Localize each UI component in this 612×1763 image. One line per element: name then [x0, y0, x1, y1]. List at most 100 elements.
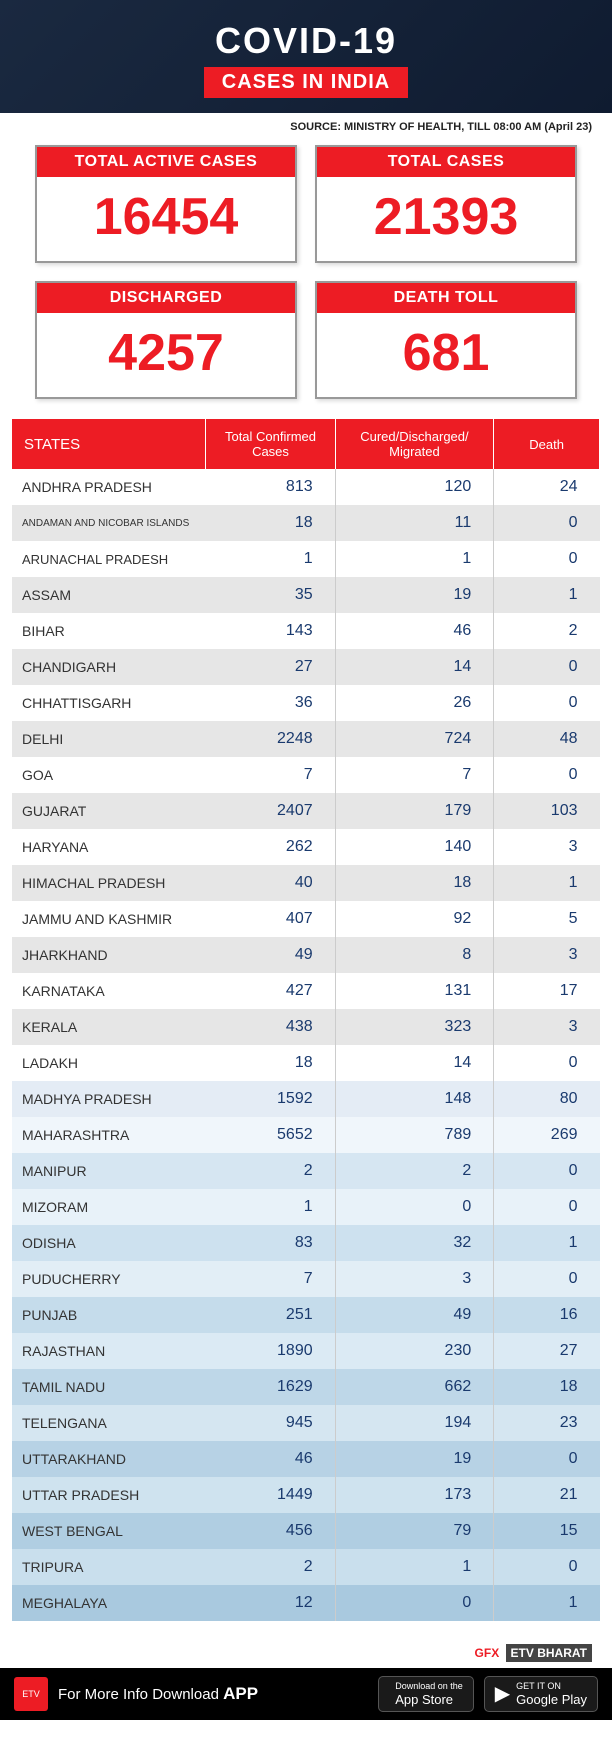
table-row: KERALA4383233: [12, 1009, 600, 1045]
cell-cured: 140: [335, 829, 494, 865]
table-row: CHHATTISGARH36260: [12, 685, 600, 721]
cell-death: 0: [494, 541, 600, 577]
cell-cured: 2: [335, 1153, 494, 1189]
cell-confirmed: 40: [206, 865, 335, 901]
subtitle-badge: CASES IN INDIA: [204, 67, 408, 98]
cell-cured: 18: [335, 865, 494, 901]
stat-active-cases: TOTAL ACTIVE CASES 16454: [35, 145, 297, 263]
cell-cured: 14: [335, 649, 494, 685]
cell-cured: 14: [335, 1045, 494, 1081]
cell-confirmed: 2407: [206, 793, 335, 829]
cell-confirmed: 438: [206, 1009, 335, 1045]
table-row: JAMMU AND KASHMIR407925: [12, 901, 600, 937]
cell-confirmed: 2248: [206, 721, 335, 757]
cell-death: 0: [494, 1189, 600, 1225]
footer-credit: GFX ETV BHARAT: [0, 1621, 612, 1668]
cell-confirmed: 456: [206, 1513, 335, 1549]
table-row: LADAKH18140: [12, 1045, 600, 1081]
cell-confirmed: 1449: [206, 1477, 335, 1513]
cell-state: ODISHA: [12, 1225, 206, 1261]
cell-cured: 323: [335, 1009, 494, 1045]
gfx-label: GFX: [475, 1646, 500, 1660]
cell-death: 0: [494, 1153, 600, 1189]
stat-value: 681: [317, 313, 575, 397]
cell-state: ANDHRA PRADESH: [12, 469, 206, 505]
cell-death: 3: [494, 1009, 600, 1045]
cell-cured: 1: [335, 1549, 494, 1585]
cell-state: WEST BENGAL: [12, 1513, 206, 1549]
cell-cured: 11: [335, 505, 494, 541]
cell-cured: 662: [335, 1369, 494, 1405]
cell-confirmed: 5652: [206, 1117, 335, 1153]
header-banner: COVID-19 CASES IN INDIA: [0, 0, 612, 113]
source-line: SOURCE: MINISTRY OF HEALTH, TILL 08:00 A…: [0, 113, 612, 145]
col-death: Death: [494, 419, 600, 469]
google-play-badge[interactable]: ▶ GET IT ON Google Play: [484, 1676, 598, 1712]
cell-cured: 789: [335, 1117, 494, 1153]
table-row: TAMIL NADU162966218: [12, 1369, 600, 1405]
cell-state: HIMACHAL PRADESH: [12, 865, 206, 901]
stat-value: 21393: [317, 177, 575, 261]
cell-cured: 8: [335, 937, 494, 973]
cell-confirmed: 945: [206, 1405, 335, 1441]
cell-confirmed: 407: [206, 901, 335, 937]
table-row: RAJASTHAN189023027: [12, 1333, 600, 1369]
cell-death: 0: [494, 1045, 600, 1081]
cell-cured: 173: [335, 1477, 494, 1513]
app-store-badge[interactable]: Download on the App Store: [378, 1676, 474, 1712]
cell-death: 1: [494, 865, 600, 901]
app-download-bar: ETV For More Info Download APP Download …: [0, 1668, 612, 1720]
stat-label: DISCHARGED: [37, 283, 295, 313]
cell-death: 24: [494, 469, 600, 505]
stat-label: TOTAL ACTIVE CASES: [37, 147, 295, 177]
cell-cured: 0: [335, 1585, 494, 1621]
cell-state: MADHYA PRADESH: [12, 1081, 206, 1117]
cell-death: 5: [494, 901, 600, 937]
cell-death: 0: [494, 505, 600, 541]
stat-total-cases: TOTAL CASES 21393: [315, 145, 577, 263]
cell-cured: 0: [335, 1189, 494, 1225]
cell-cured: 7: [335, 757, 494, 793]
stat-value: 16454: [37, 177, 295, 261]
table-row: BIHAR143462: [12, 613, 600, 649]
cell-cured: 79: [335, 1513, 494, 1549]
cell-cured: 724: [335, 721, 494, 757]
table-row: WEST BENGAL4567915: [12, 1513, 600, 1549]
cell-confirmed: 12: [206, 1585, 335, 1621]
cell-death: 18: [494, 1369, 600, 1405]
cell-state: MAHARASHTRA: [12, 1117, 206, 1153]
cell-confirmed: 1: [206, 1189, 335, 1225]
cell-death: 1: [494, 577, 600, 613]
cell-cured: 92: [335, 901, 494, 937]
table-row: DELHI224872448: [12, 721, 600, 757]
cell-death: 269: [494, 1117, 600, 1153]
cell-confirmed: 7: [206, 1261, 335, 1297]
cell-state: GUJARAT: [12, 793, 206, 829]
cell-state: RAJASTHAN: [12, 1333, 206, 1369]
cell-death: 48: [494, 721, 600, 757]
states-table: STATES Total Confirmed Cases Cured/Disch…: [12, 419, 600, 1621]
cell-death: 23: [494, 1405, 600, 1441]
app-bar-text: For More Info Download APP: [58, 1684, 368, 1704]
cell-state: ANDAMAN AND NICOBAR ISLANDS: [12, 505, 206, 541]
cell-state: UTTARAKHAND: [12, 1441, 206, 1477]
cell-cured: 230: [335, 1333, 494, 1369]
cell-confirmed: 35: [206, 577, 335, 613]
cell-state: DELHI: [12, 721, 206, 757]
table-row: ANDAMAN AND NICOBAR ISLANDS18110: [12, 505, 600, 541]
table-row: MEGHALAYA1201: [12, 1585, 600, 1621]
cell-state: MEGHALAYA: [12, 1585, 206, 1621]
col-states: STATES: [12, 419, 206, 469]
cell-confirmed: 427: [206, 973, 335, 1009]
col-confirmed: Total Confirmed Cases: [206, 419, 335, 469]
cell-confirmed: 143: [206, 613, 335, 649]
table-row: MIZORAM100: [12, 1189, 600, 1225]
table-row: CHANDIGARH27140: [12, 649, 600, 685]
cell-cured: 32: [335, 1225, 494, 1261]
stat-label: TOTAL CASES: [317, 147, 575, 177]
cell-confirmed: 2: [206, 1153, 335, 1189]
cell-state: TELENGANA: [12, 1405, 206, 1441]
cell-cured: 26: [335, 685, 494, 721]
cell-state: GOA: [12, 757, 206, 793]
cell-cured: 120: [335, 469, 494, 505]
